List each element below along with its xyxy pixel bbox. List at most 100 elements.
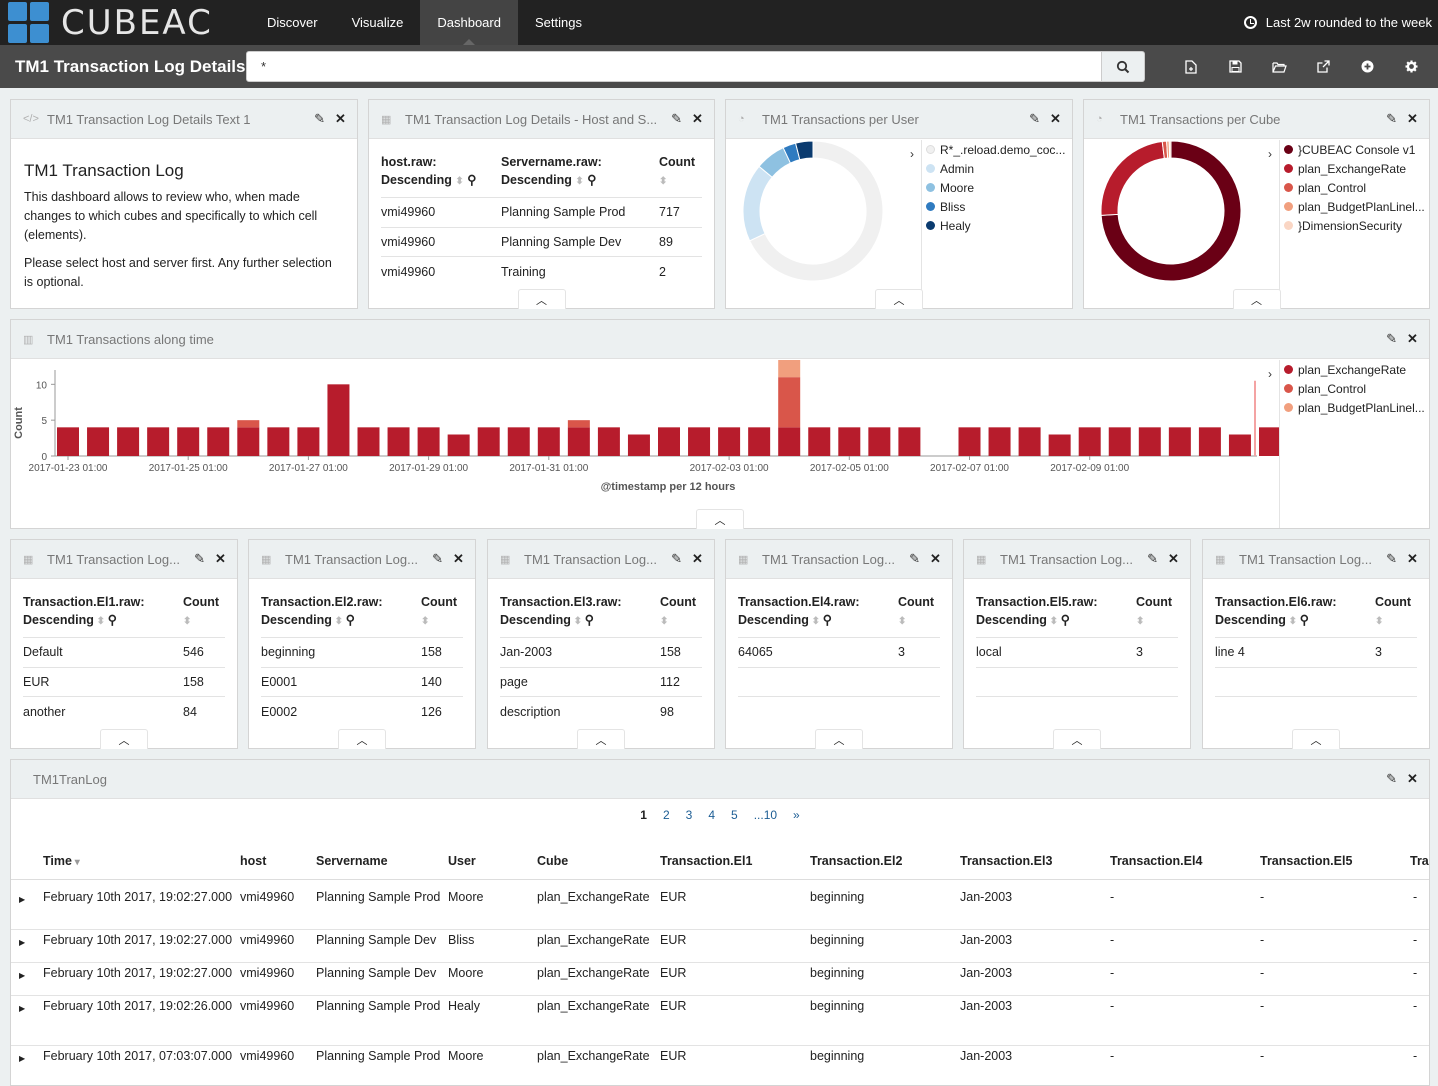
sort-icon[interactable]: ⬍: [455, 176, 464, 187]
legend-item[interactable]: plan_ExchangeRate: [1284, 159, 1427, 178]
stacked-bar-chart[interactable]: 0 5 10 Count 2017-01-23 01:00 2017-01-25 01:0…: [11, 360, 1279, 530]
column-header[interactable]: Transaction.El3: [960, 854, 1053, 868]
nav-settings[interactable]: Settings: [534, 15, 582, 30]
page-link[interactable]: 5: [731, 808, 738, 822]
expand-row-icon[interactable]: ▶: [19, 895, 26, 904]
column-header[interactable]: Servername.raw: Descending ⬍ ⚲: [501, 155, 602, 187]
search-icon[interactable]: ⚲: [584, 613, 594, 627]
edit-pencil-icon[interactable]: ✎: [1386, 771, 1397, 786]
column-header[interactable]: Transaction.El1: [660, 854, 753, 868]
sort-icon[interactable]: ⬍: [183, 616, 192, 627]
bar[interactable]: [57, 427, 79, 456]
column-header[interactable]: Count ⬍: [421, 595, 458, 627]
bar[interactable]: [387, 427, 410, 456]
nav-dashboard[interactable]: Dashboard: [420, 0, 518, 45]
close-icon[interactable]: ✕: [1407, 771, 1418, 786]
table-row[interactable]: another 84: [23, 696, 225, 726]
search-icon[interactable]: ⚲: [587, 173, 597, 187]
bar[interactable]: [537, 427, 560, 456]
table-row[interactable]: ▶ February 10th 2017, 19:02:26.000 vmi4996…: [11, 989, 1429, 1046]
sort-icon[interactable]: ⬍: [570, 616, 585, 627]
donut-chart-cube[interactable]: [1084, 140, 1284, 310]
donut-chart-user[interactable]: [726, 140, 926, 310]
close-icon[interactable]: ✕: [1407, 331, 1418, 346]
table-row[interactable]: page 112: [500, 666, 702, 697]
column-header[interactable]: Trai: [1410, 854, 1429, 868]
table-row[interactable]: beginning 158: [261, 637, 463, 667]
bar[interactable]: [507, 427, 530, 456]
bar[interactable]: [1138, 427, 1161, 456]
search-icon[interactable]: ⚲: [345, 613, 355, 627]
expand-row-icon[interactable]: ▶: [19, 1004, 26, 1013]
bar[interactable]: [297, 427, 320, 456]
column-header[interactable]: host: [240, 854, 267, 868]
sort-icon[interactable]: ⬍: [660, 616, 669, 627]
table-row[interactable]: vmi49960 Training 2: [381, 256, 702, 286]
collapse-chevron-icon[interactable]: ︿: [875, 289, 923, 309]
table-row[interactable]: vmi49960 Planning Sample Prod 717: [381, 197, 702, 227]
save-icon[interactable]: [1213, 45, 1257, 88]
table-row[interactable]: ▶ February 10th 2017, 19:02:27.000 vmi4996…: [11, 880, 1429, 930]
close-icon[interactable]: ✕: [692, 551, 703, 566]
bar[interactable]: [1254, 380, 1256, 456]
edit-pencil-icon[interactable]: ✎: [671, 111, 682, 126]
column-header[interactable]: Transaction.El4.raw: Descending ⬍ ⚲: [738, 595, 860, 627]
table-row[interactable]: ▶ February 10th 2017, 19:02:27.000 vmi4996…: [11, 923, 1429, 963]
sort-icon[interactable]: ⬍: [93, 616, 108, 627]
edit-pencil-icon[interactable]: ✎: [1147, 551, 1158, 566]
close-icon[interactable]: ✕: [215, 551, 226, 566]
sort-down-icon[interactable]: ▾: [71, 857, 80, 868]
column-header[interactable]: Transaction.El6.raw: Descending ⬍ ⚲: [1215, 595, 1337, 627]
edit-pencil-icon[interactable]: ✎: [194, 551, 205, 566]
table-row[interactable]: ▶ February 10th 2017, 19:02:27.000 vmi4996…: [11, 956, 1429, 996]
pie-slice[interactable]: [748, 140, 884, 282]
table-row[interactable]: Jan-2003 158: [500, 637, 702, 667]
bar[interactable]: [1168, 427, 1191, 456]
edit-pencil-icon[interactable]: ✎: [1386, 551, 1397, 566]
table-row[interactable]: description 98: [500, 696, 702, 726]
bar[interactable]: [1018, 427, 1041, 456]
collapse-chevron-icon[interactable]: ︿: [1292, 729, 1340, 749]
page-link[interactable]: 3: [685, 808, 693, 822]
bar[interactable]: [898, 427, 921, 456]
bar[interactable]: [718, 427, 741, 456]
column-header[interactable]: Transaction.El5: [1260, 854, 1353, 868]
collapse-chevron-icon[interactable]: ︿: [1053, 729, 1101, 749]
table-row[interactable]: E0001 140: [261, 666, 463, 697]
logo[interactable]: CUBEAC: [0, 0, 250, 45]
nav-visualize[interactable]: Visualize: [351, 15, 404, 30]
collapse-chevron-icon[interactable]: ︿: [1232, 289, 1281, 309]
legend-item[interactable]: Admin: [926, 159, 1069, 178]
bar[interactable]: [868, 427, 891, 456]
edit-pencil-icon[interactable]: ✎: [432, 551, 443, 566]
bar[interactable]: [658, 427, 680, 456]
table-row[interactable]: local 3: [976, 637, 1178, 667]
bar[interactable]: [838, 427, 861, 456]
bar[interactable]: [1078, 427, 1101, 456]
column-header[interactable]: Count ⬍: [898, 595, 935, 627]
bar[interactable]: [1108, 427, 1131, 456]
bar[interactable]: [447, 434, 470, 457]
bar[interactable]: [597, 427, 620, 456]
column-header[interactable]: Count ⬍: [659, 155, 696, 187]
sort-icon[interactable]: ⬍: [1046, 616, 1061, 627]
column-header[interactable]: Count ⬍: [1375, 595, 1412, 627]
pie-slice[interactable]: [1168, 140, 1172, 159]
column-header[interactable]: Transaction.El4: [1110, 854, 1203, 868]
close-icon[interactable]: ✕: [930, 551, 941, 566]
edit-pencil-icon[interactable]: ✎: [1386, 331, 1397, 346]
close-icon[interactable]: ✕: [1407, 111, 1418, 126]
bar[interactable]: [237, 420, 260, 428]
search-icon[interactable]: ⚲: [1299, 613, 1309, 627]
bar[interactable]: [958, 427, 981, 456]
bar[interactable]: [748, 427, 771, 456]
column-header[interactable]: Transaction.El1.raw: Descending ⬍ ⚲: [23, 595, 145, 627]
legend-item[interactable]: plan_ExchangeRate: [1284, 360, 1427, 379]
search-input[interactable]: *: [246, 51, 1102, 82]
legend-item[interactable]: plan_BudgetPlanLinel...: [1284, 197, 1427, 216]
bar[interactable]: [1198, 427, 1221, 456]
pie-slice[interactable]: [794, 140, 814, 161]
legend-item[interactable]: }DimensionSecurity: [1284, 216, 1427, 235]
page-link[interactable]: »: [793, 808, 800, 822]
sort-icon[interactable]: ⬍: [1285, 616, 1300, 627]
